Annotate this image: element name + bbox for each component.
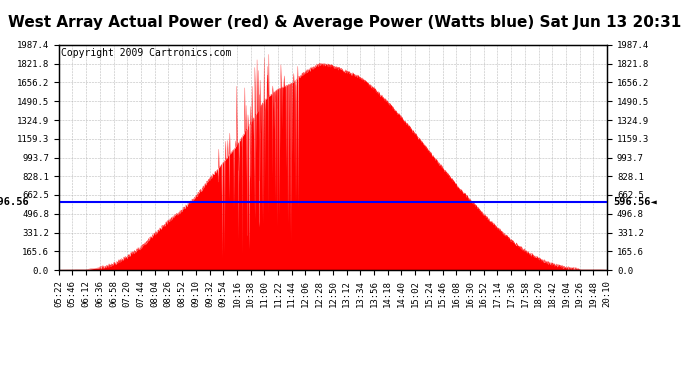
Text: ►596.56: ►596.56 — [0, 198, 30, 207]
Text: 596.56◄: 596.56◄ — [613, 198, 656, 207]
Text: West Array Actual Power (red) & Average Power (Watts blue) Sat Jun 13 20:31: West Array Actual Power (red) & Average … — [8, 15, 682, 30]
Text: Copyright 2009 Cartronics.com: Copyright 2009 Cartronics.com — [61, 48, 232, 58]
